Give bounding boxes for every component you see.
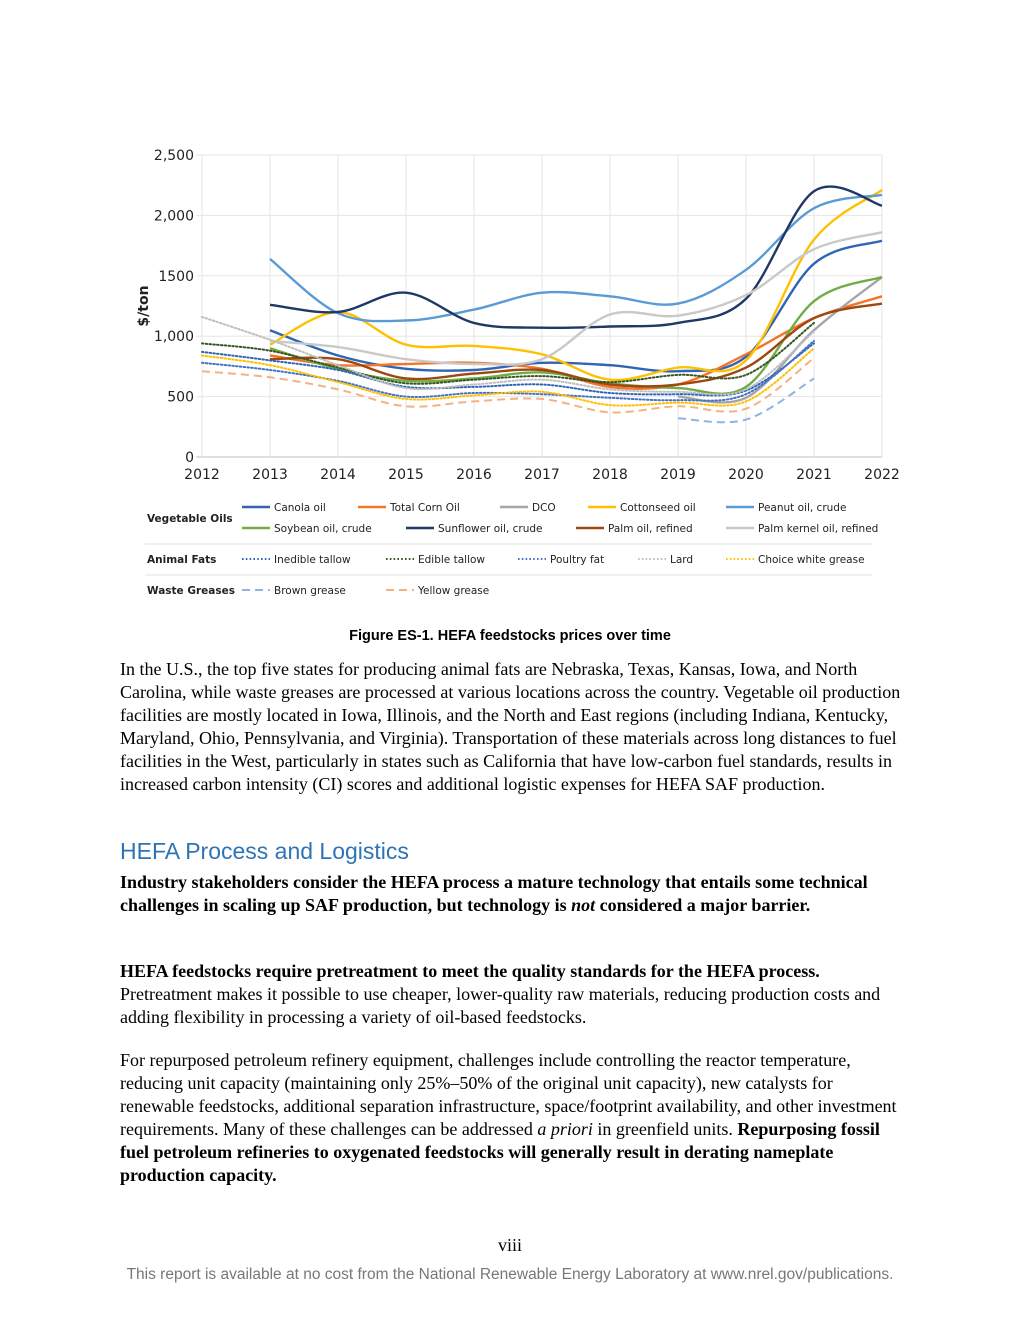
- series-line-peanut-oil-crude: [269, 193, 883, 323]
- refinery-text-b: in greenfield units.: [592, 1119, 738, 1139]
- series-line-dco: [677, 276, 883, 404]
- y-tick-label: 1500: [158, 269, 194, 285]
- pretreatment-rest: Pretreatment makes it possible to use ch…: [120, 984, 881, 1027]
- y-axis-label: $/ton: [136, 285, 152, 326]
- legend-entry-brown-grease: Brown grease: [274, 585, 346, 597]
- legend-entry-poultry-fat: Poultry fat: [550, 554, 604, 566]
- x-tick-label: 2017: [524, 467, 560, 483]
- legend-group-label: Animal Fats: [147, 554, 216, 566]
- refinery-conclusion: Repurposing fossil fuel petroleum refine…: [120, 1119, 880, 1185]
- series-line-sunflower-oil-crude: [269, 185, 883, 330]
- x-tick-label: 2015: [388, 467, 424, 483]
- legend-group-label: Waste Greases: [147, 585, 235, 597]
- y-tick-label: 0: [185, 450, 194, 466]
- x-tick-label: 2013: [252, 467, 288, 483]
- pretreatment-lead: HEFA feedstocks require pretreatment to …: [120, 961, 820, 981]
- page-footer: This report is available at no cost from…: [126, 1266, 894, 1283]
- y-tick-label: 2,500: [154, 148, 194, 164]
- series-line-yellow-grease: [201, 357, 815, 414]
- x-tick-label: 2020: [728, 467, 764, 483]
- series-line-palm-oil-refined: [269, 302, 883, 388]
- x-tick-label: 2018: [592, 467, 628, 483]
- x-tick-label: 2016: [456, 467, 492, 483]
- chart-legend: Vegetable Oils Animal Fats Waste Greases Ca…: [145, 502, 878, 597]
- x-tick-label: 2019: [660, 467, 696, 483]
- legend-entry-edible-tallow: Edible tallow: [418, 554, 485, 566]
- series-line-lard: [201, 315, 815, 396]
- legend-entry-yellow-grease: Yellow grease: [417, 585, 489, 597]
- refinery-text-a: For repurposed petroleum refinery equipm…: [120, 1050, 897, 1139]
- paragraph-refinery-challenges: For repurposed petroleum refinery equipm…: [120, 1049, 910, 1187]
- stakeholders-emphasis: not: [571, 895, 596, 915]
- series-line-choice-white-grease: [201, 347, 815, 407]
- series-line-edible-tallow: [201, 321, 815, 385]
- paragraph-pretreatment: HEFA feedstocks require pretreatment to …: [120, 960, 910, 1029]
- x-tick-label: 2014: [320, 467, 356, 483]
- legend-entry-lard: Lard: [670, 554, 693, 566]
- legend-entry-inedible-tallow: Inedible tallow: [274, 554, 351, 566]
- y-tick-label: 500: [167, 390, 194, 406]
- y-tick-label: 2,000: [154, 208, 194, 224]
- series-line-palm-kernel-oil-refined: [269, 231, 883, 366]
- legend-entry-cottonseed-oil: Cottonseed oil: [620, 502, 696, 514]
- refinery-emphasis: a priori: [537, 1119, 593, 1139]
- series-line-poultry-fat: [201, 340, 815, 402]
- chart-series: [201, 185, 883, 424]
- feedstock-price-chart: 0 500 1,000 1500 2,000 2,500 2012 2013 2014 2015 2…: [136, 148, 900, 597]
- legend-entry-sunflower-oil-crude: Sunflower oil, crude: [438, 523, 543, 535]
- legend-entry-choice-white-grease: Choice white grease: [758, 554, 865, 566]
- legend-entry-peanut-oil-crude: Peanut oil, crude: [758, 502, 846, 514]
- legend-entry-palm-oil-refined: Palm oil, refined: [608, 523, 693, 535]
- paragraph-feedstock-locations: In the U.S., the top five states for pro…: [120, 659, 901, 794]
- legend-entry-canola-oil: Canola oil: [274, 502, 326, 514]
- legend-entry-dco: DCO: [532, 502, 556, 514]
- y-tick-label: 1,000: [154, 329, 194, 345]
- chart-axes: 0 500 1,000 1500 2,000 2,500 2012 2013 2014 2015 2…: [136, 148, 900, 483]
- x-tick-label: 2012: [184, 467, 220, 483]
- legend-entry-soybean-oil-crude: Soybean oil, crude: [274, 523, 372, 535]
- x-tick-label: 2021: [796, 467, 832, 483]
- section-heading: HEFA Process and Logistics: [120, 838, 409, 864]
- series-line-brown-grease: [677, 377, 815, 424]
- legend-entry-total-corn-oil: Total Corn Oil: [389, 502, 460, 514]
- figure-caption: Figure ES-1. HEFA feedstocks prices over…: [349, 628, 671, 644]
- series-line-cottonseed-oil: [269, 189, 883, 382]
- paragraph-stakeholders: Industry stakeholders consider the HEFA …: [120, 871, 910, 917]
- legend-group-label: Vegetable Oils: [147, 513, 233, 525]
- stakeholders-text-a: Industry stakeholders consider the HEFA …: [120, 872, 868, 915]
- page-number: viii: [497, 1235, 522, 1255]
- stakeholders-text-b: considered a major barrier.: [595, 895, 811, 915]
- x-tick-label: 2022: [864, 467, 900, 483]
- legend-entry-palm-kernel-oil-refined: Palm kernel oil, refined: [758, 523, 878, 535]
